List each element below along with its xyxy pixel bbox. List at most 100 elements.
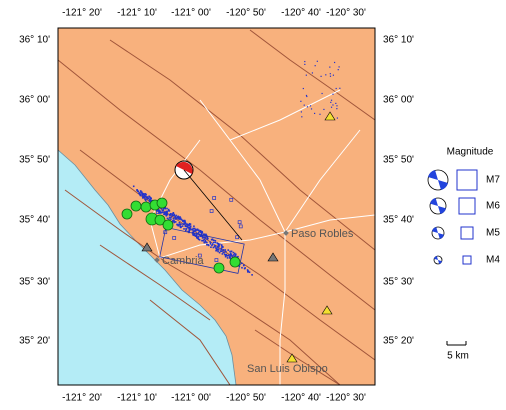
aftershock	[196, 228, 198, 231]
aftershock	[209, 209, 214, 213]
aftershock	[193, 227, 196, 230]
aftershock	[143, 194, 146, 197]
map-frame	[57, 27, 376, 386]
aftershock	[301, 116, 303, 118]
aftershock	[218, 251, 221, 254]
aftershock	[330, 101, 332, 103]
aftershock	[211, 238, 214, 241]
legend-label: M4	[486, 255, 500, 266]
aftershock	[306, 106, 309, 108]
lat-label: 36° 00'	[383, 95, 414, 106]
aftershock	[230, 250, 233, 253]
aftershock	[222, 251, 225, 254]
legend-ball	[432, 227, 444, 239]
aftershock	[144, 195, 147, 198]
aftershock	[141, 197, 144, 199]
lat-label: 36° 10'	[383, 35, 414, 46]
aftershock	[190, 228, 192, 231]
aftershock	[217, 248, 220, 251]
aftershock	[336, 117, 338, 119]
aftershock	[225, 254, 227, 256]
aftershock	[224, 255, 227, 258]
aftershock	[172, 212, 175, 215]
aftershock	[221, 246, 223, 248]
aftershock	[311, 72, 314, 74]
legend-ball	[434, 256, 442, 264]
aftershock	[185, 223, 188, 225]
stations	[141, 111, 336, 363]
aftershock	[192, 230, 195, 233]
aftershock	[207, 237, 209, 240]
aftershock	[248, 271, 251, 274]
aftershock	[167, 209, 170, 212]
scale-label: 5 km	[447, 351, 469, 362]
legend-label: M6	[486, 201, 500, 212]
aftershock	[142, 196, 145, 199]
aftershock	[163, 211, 166, 214]
aftershock	[336, 108, 338, 110]
aftershock	[187, 230, 189, 233]
lat-label: 36° 10'	[19, 35, 50, 46]
aftershock	[185, 229, 187, 232]
aftershock	[170, 216, 173, 218]
aftershock	[329, 75, 332, 77]
aftershock	[220, 247, 223, 249]
aftershock	[336, 105, 338, 107]
aftershock	[211, 243, 214, 245]
aftershock	[162, 211, 164, 213]
aftershock	[330, 99, 333, 101]
aftershock	[141, 192, 143, 195]
legend-ball	[428, 170, 448, 190]
aftershock	[144, 198, 146, 201]
aftershock	[201, 231, 204, 234]
aftershock	[232, 251, 235, 254]
legend-items: M7 M6 M5 M4	[427, 169, 500, 266]
aftershock	[310, 108, 313, 110]
aftershock	[323, 108, 325, 111]
aftershock	[303, 104, 305, 106]
aftershock	[209, 242, 212, 245]
aftershock	[204, 240, 207, 243]
lon-label: -121° 10'	[117, 8, 157, 19]
aftershock	[166, 217, 169, 220]
aftershock	[229, 255, 231, 257]
aftershock	[173, 221, 176, 223]
aftershock	[171, 213, 173, 215]
aftershock	[195, 232, 198, 235]
aftershock	[218, 245, 221, 247]
aftershock	[164, 207, 167, 210]
aftershock	[210, 238, 213, 241]
aftershock	[217, 246, 219, 248]
aftershock	[212, 239, 215, 242]
aftershock	[157, 208, 160, 211]
lon-label: -121° 00'	[171, 8, 211, 19]
aftershock	[139, 194, 142, 197]
aftershock	[188, 222, 191, 225]
aftershock	[195, 229, 197, 232]
aftershock	[212, 246, 215, 249]
aftershock	[213, 245, 216, 247]
aftershock	[165, 214, 168, 217]
aftershock	[198, 234, 201, 236]
aftershock	[305, 74, 307, 76]
aftershock	[165, 214, 167, 216]
aftershock	[189, 225, 192, 228]
towns	[154, 230, 289, 263]
aftershock	[168, 210, 171, 212]
aftershock	[200, 231, 202, 234]
aftershock	[176, 216, 178, 219]
aftershock	[337, 69, 339, 71]
aftershock	[201, 235, 203, 238]
aftershock	[211, 244, 213, 247]
aftershock	[159, 212, 162, 214]
aftershock	[184, 225, 187, 227]
aftershock	[214, 239, 217, 242]
aftershocks	[132, 60, 341, 276]
aftershock	[198, 238, 201, 241]
aftershock	[335, 87, 337, 90]
aftershock	[159, 211, 162, 213]
aftershock	[182, 223, 185, 225]
aftershock	[235, 235, 240, 240]
aftershock	[146, 196, 149, 198]
